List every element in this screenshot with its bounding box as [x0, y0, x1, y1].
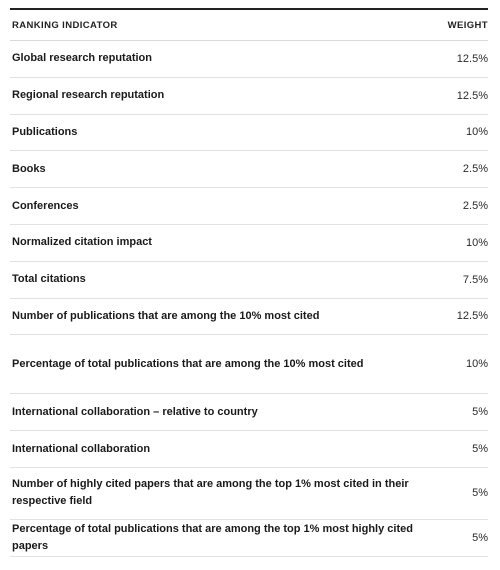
- table-row: Number of highly cited papers that are a…: [10, 468, 488, 520]
- weight-cell: 10%: [466, 126, 488, 138]
- indicator-cell: Normalized citation impact: [10, 234, 152, 251]
- indicator-cell: Regional research reputation: [10, 87, 164, 104]
- indicator-cell: Total citations: [10, 271, 86, 288]
- table-row: Percentage of total publications that ar…: [10, 520, 488, 557]
- weight-cell: 10%: [466, 237, 488, 249]
- table-row: Total citations 7.5%: [10, 262, 488, 299]
- table-row: Number of publications that are among th…: [10, 299, 488, 336]
- weight-cell: 5%: [472, 406, 488, 418]
- indicator-cell: International collaboration: [10, 441, 150, 458]
- indicator-cell: Percentage of total publications that ar…: [10, 356, 363, 373]
- table-row: Global research reputation 12.5%: [10, 41, 488, 78]
- weight-cell: 2.5%: [463, 200, 488, 212]
- weight-cell: 12.5%: [457, 90, 488, 102]
- indicator-cell: International collaboration – relative t…: [10, 404, 258, 421]
- table-row: International collaboration 5%: [10, 431, 488, 468]
- weight-cell: 10%: [466, 358, 488, 370]
- weight-cell: 5%: [472, 487, 488, 499]
- weight-cell: 7.5%: [463, 274, 488, 286]
- indicator-cell: Publications: [10, 124, 77, 141]
- table-row: International collaboration – relative t…: [10, 394, 488, 431]
- table-row: Publications 10%: [10, 115, 488, 152]
- table-row: Percentage of total publications that ar…: [10, 335, 488, 394]
- indicator-cell: Number of highly cited papers that are a…: [10, 476, 452, 510]
- indicator-cell: Global research reputation: [10, 50, 152, 67]
- indicator-cell: Percentage of total publications that ar…: [10, 521, 452, 555]
- weight-cell: 12.5%: [457, 310, 488, 322]
- table-row: Conferences 2.5%: [10, 188, 488, 225]
- table-row: Regional research reputation 12.5%: [10, 78, 488, 115]
- indicator-cell: Books: [10, 161, 46, 178]
- header-ranking-indicator: RANKING INDICATOR: [10, 20, 118, 31]
- weight-cell: 2.5%: [463, 163, 488, 175]
- weight-cell: 12.5%: [457, 53, 488, 65]
- table-row: Normalized citation impact 10%: [10, 225, 488, 262]
- weight-cell: 5%: [472, 532, 488, 544]
- indicator-cell: Number of publications that are among th…: [10, 308, 319, 325]
- indicator-cell: Conferences: [10, 198, 79, 215]
- table-row: Books 2.5%: [10, 151, 488, 188]
- table-header-row: RANKING INDICATOR WEIGHT: [10, 10, 488, 41]
- header-weight: WEIGHT: [448, 20, 488, 31]
- ranking-table: RANKING INDICATOR WEIGHT Global research…: [10, 8, 488, 557]
- weight-cell: 5%: [472, 443, 488, 455]
